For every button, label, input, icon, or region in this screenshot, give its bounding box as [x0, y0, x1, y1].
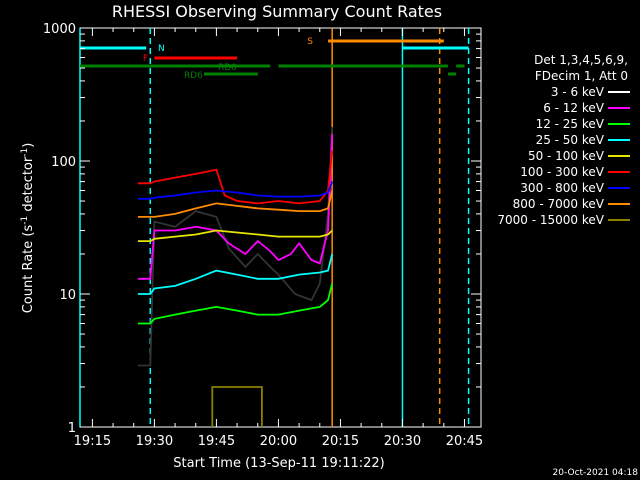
plot-frame [79, 27, 482, 428]
x-tick-label: 19:30 [136, 434, 173, 449]
flag-bar-label: RD6 [184, 71, 203, 81]
legend-header: Det 1,3,4,5,6,9, [534, 53, 628, 67]
y-tick-label: 10 [59, 288, 76, 303]
legend-entry-label: 3 - 6 keV [551, 85, 605, 99]
series-line [137, 283, 334, 325]
y-axis-ticks: 1 10 100 1000 [43, 22, 481, 436]
y-axis-label-part: -1 [20, 216, 30, 225]
legend-entry-label: 25 - 50 keV [536, 133, 605, 147]
x-axis-ticks: 19:15 19:30 19:45 20:00 20:15 20:30 20:45 [74, 28, 483, 449]
legend-entry-label: 100 - 300 keV [520, 165, 604, 179]
x-tick-label: 20:30 [384, 434, 421, 449]
legend: Det 1,3,4,5,6,9, FDecim 1, Att 0 3 - 6 keV… [497, 53, 630, 227]
y-tick-label: 1 [68, 421, 76, 436]
flag-bar-label: RD0 [218, 63, 237, 73]
x-axis-label: Start Time (13-Sep-11 19:11:22) [173, 456, 384, 471]
flag-bar-label: F [143, 54, 148, 64]
flag-bars: NF S RD0 RD6 [80, 37, 469, 81]
x-tick-label: 19:15 [74, 434, 111, 449]
series-lines [137, 126, 334, 427]
series-line [137, 229, 333, 243]
series-line [137, 253, 334, 295]
footer-timestamp: 20-Oct-2021 04:18 [553, 468, 639, 478]
series-line [211, 386, 263, 427]
series-line [137, 150, 334, 205]
legend-header: FDecim 1, Att 0 [535, 69, 628, 83]
series-line [137, 181, 334, 200]
legend-entry-label: 7000 - 15000 keV [497, 213, 604, 227]
y-axis-label-part: ) [21, 143, 36, 148]
series-line [137, 190, 334, 218]
legend-entry-label: 6 - 12 keV [543, 101, 605, 115]
vertical-markers [79, 28, 470, 427]
legend-entry-label: 12 - 25 keV [536, 117, 605, 131]
series-line [137, 133, 334, 280]
y-axis-label-part: detector [21, 156, 36, 216]
y-axis-label-part: -1 [20, 148, 30, 157]
flag-bar-label: S [307, 37, 313, 47]
x-tick-label: 20:15 [322, 434, 359, 449]
y-axis-label-part: Count Rate (s [21, 225, 36, 314]
x-tick-label: 19:45 [198, 434, 235, 449]
y-tick-label: 1000 [43, 22, 76, 37]
flag-bar-label: N [158, 44, 165, 54]
legend-entry-label: 50 - 100 keV [528, 149, 605, 163]
chart-title: RHESSI Observing Summary Count Rates [112, 2, 442, 21]
series-line [137, 126, 334, 367]
legend-entry-label: 300 - 800 keV [520, 181, 604, 195]
x-tick-label: 20:00 [260, 434, 297, 449]
x-tick-label: 20:45 [446, 434, 483, 449]
y-tick-label: 100 [51, 155, 76, 170]
plot-area: NF S RD0 RD6 [79, 27, 482, 428]
y-axis-label: Count Rate (s-1 detector-1) [20, 143, 36, 314]
legend-entry-label: 800 - 7000 keV [513, 197, 605, 211]
